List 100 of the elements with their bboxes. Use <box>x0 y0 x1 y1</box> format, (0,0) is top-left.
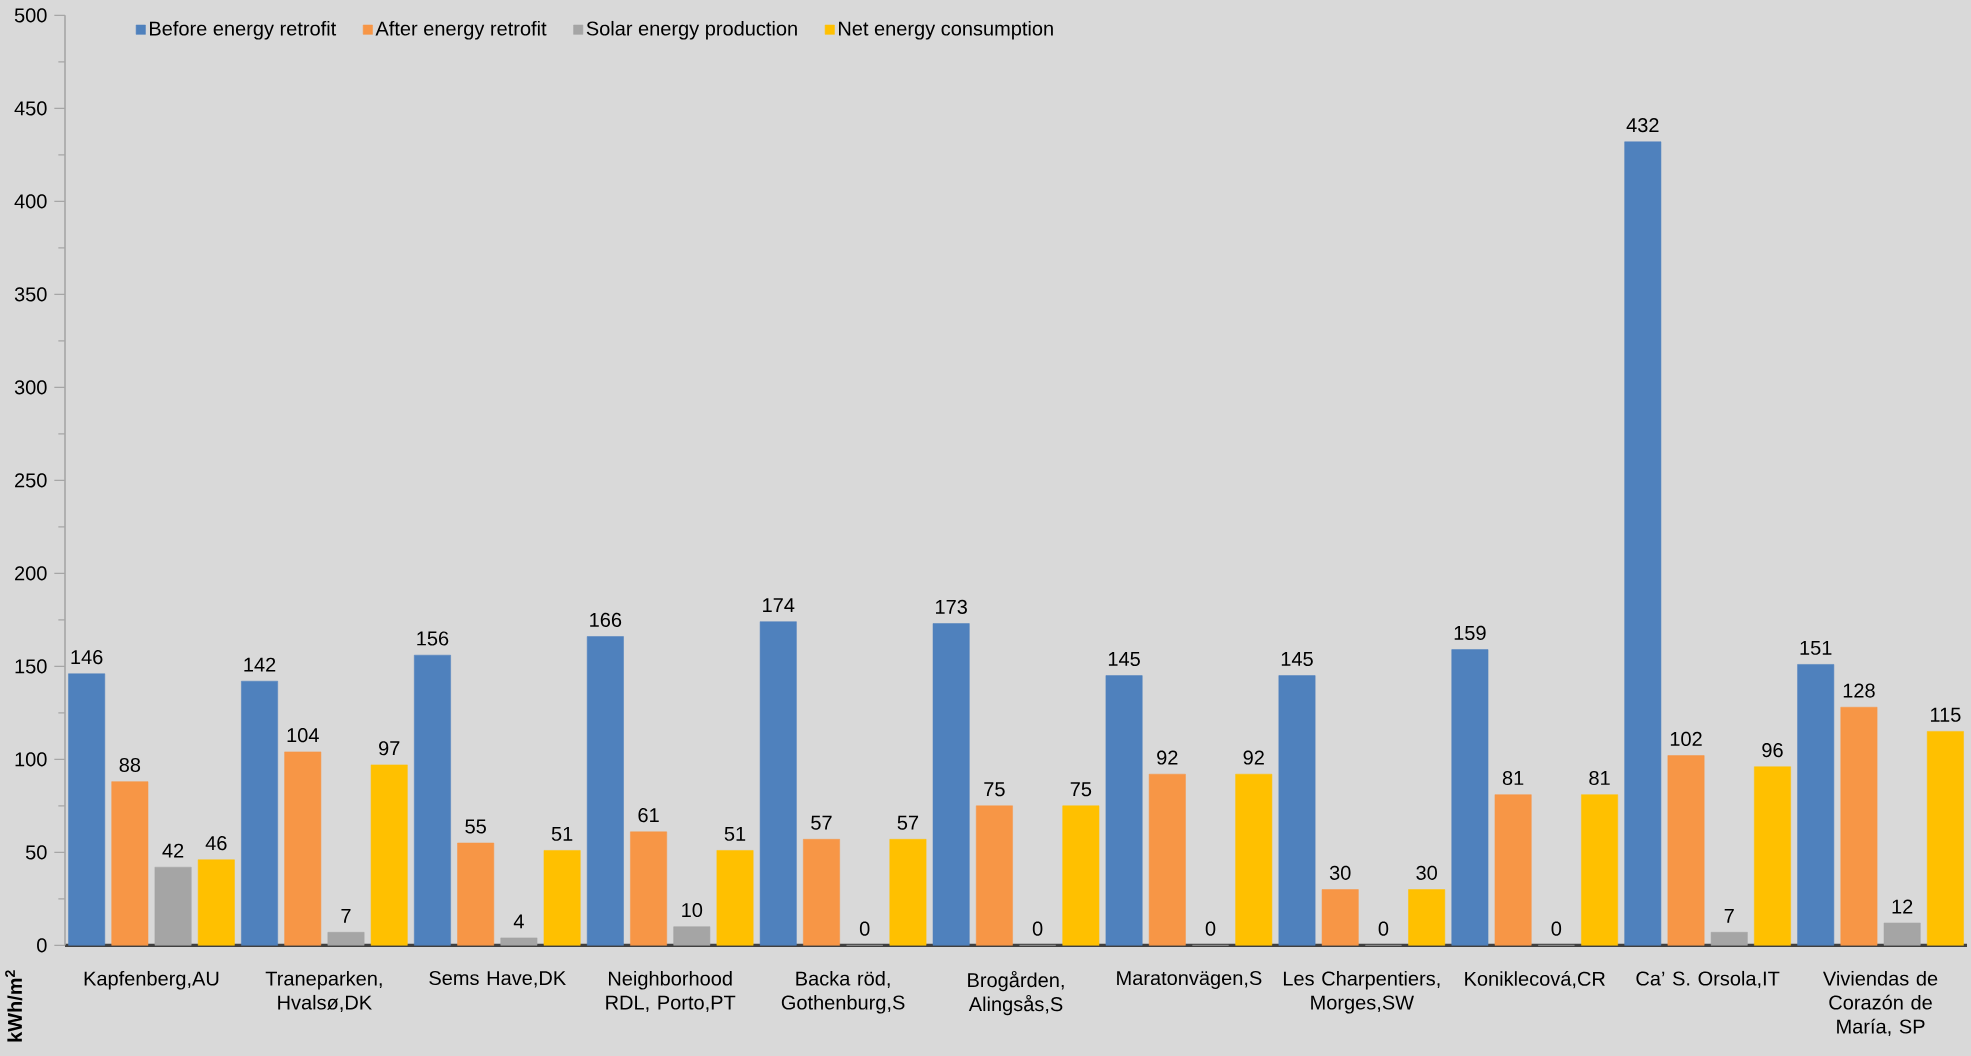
bar <box>1148 773 1186 946</box>
data-label: 42 <box>162 843 184 858</box>
y-tick-label: 250 <box>15 473 47 488</box>
data-label: 145 <box>1108 652 1140 667</box>
bar <box>284 751 322 946</box>
data-label: 81 <box>1502 770 1524 786</box>
bar <box>68 673 106 946</box>
bar <box>1408 889 1446 946</box>
y-tick-label: 300 <box>14 380 47 395</box>
data-label: 146 <box>71 650 103 665</box>
y-tick-label: 50 <box>25 845 47 860</box>
bar <box>932 623 970 946</box>
bar <box>500 937 538 946</box>
bar <box>1840 706 1878 946</box>
data-label: 46 <box>205 836 227 851</box>
data-label: 88 <box>119 757 141 773</box>
y-tick-label: 350 <box>14 287 47 302</box>
bar <box>111 781 149 946</box>
bar <box>241 680 278 946</box>
bar <box>327 932 365 946</box>
data-label: 0 <box>1205 921 1216 936</box>
data-label: 145 <box>1281 652 1313 667</box>
data-label: 81 <box>1589 770 1610 786</box>
legend-label: Net energy consumption <box>839 20 1053 40</box>
data-label: 173 <box>936 599 967 614</box>
data-label: 57 <box>811 815 832 830</box>
bar <box>543 850 581 946</box>
x-tick-label: Kapfenberg,AU <box>84 970 219 990</box>
bar <box>586 636 624 946</box>
data-label: 96 <box>1762 743 1783 758</box>
data-label: 0 <box>1378 921 1389 936</box>
legend-label: After energy retrofit <box>375 20 547 40</box>
data-label: 0 <box>1551 921 1562 936</box>
x-tick-label: Sems Have,DK <box>429 970 566 988</box>
bar <box>197 859 235 946</box>
x-tick-label: Koniklecová,CR <box>1465 970 1605 989</box>
data-label: 61 <box>638 808 659 823</box>
bar <box>1105 675 1143 946</box>
y-tick-label: 450 <box>14 101 47 116</box>
bar <box>1235 773 1273 946</box>
bar <box>154 866 192 946</box>
bar <box>1581 794 1618 946</box>
bar <box>759 621 797 946</box>
y-tick-label: 100 <box>15 752 47 767</box>
x-tick-label: Neighborhood RDL, Porto,PT <box>606 970 736 1012</box>
data-label: 0 <box>859 921 870 936</box>
x-tick-label: Traneparken, Hvalsø,DK <box>265 970 382 1012</box>
bar <box>1321 889 1359 946</box>
data-label: 156 <box>417 631 449 646</box>
x-tick-label: Viviendas de Corazón de María, SP <box>1823 970 1938 1036</box>
data-label: 51 <box>724 826 746 841</box>
y-tick-label: 200 <box>15 566 47 581</box>
data-label: 115 <box>1930 707 1961 722</box>
legend-label: Before energy retrofit <box>150 20 337 40</box>
y-tick-label: 500 <box>14 8 47 23</box>
data-label: 174 <box>763 598 795 613</box>
data-label: 128 <box>1843 683 1875 698</box>
data-label: 12 <box>1892 899 1913 914</box>
data-label: 55 <box>465 819 486 834</box>
bar <box>673 926 711 946</box>
data-label: 151 <box>1800 640 1832 655</box>
data-label: 97 <box>379 741 400 756</box>
bar <box>889 839 927 946</box>
data-label: 102 <box>1670 731 1702 746</box>
bar <box>1926 731 1964 946</box>
bar <box>1451 649 1489 946</box>
bar <box>414 654 451 946</box>
data-label: 75 <box>984 782 1005 797</box>
bar <box>803 839 840 946</box>
data-label: 30 <box>1416 865 1437 880</box>
x-tick-label: Brogården, Alingsås,S <box>968 970 1064 1016</box>
x-tick-label: Maratonvägen,S <box>1117 970 1262 990</box>
data-label: 0 <box>1032 921 1043 936</box>
bar <box>975 805 1013 946</box>
y-axis-title: kWh/m$^{2}$ <box>5 970 23 1042</box>
bar <box>1797 664 1835 946</box>
legend-label: Solar energy production <box>586 20 797 40</box>
y-tick-label: 0 <box>37 938 47 953</box>
bar <box>1062 805 1100 946</box>
bar <box>1278 675 1316 946</box>
bar <box>1883 922 1921 946</box>
data-label: 30 <box>1329 865 1351 880</box>
data-label: 142 <box>244 657 276 672</box>
bar <box>1710 932 1748 946</box>
data-label: 10 <box>682 902 703 918</box>
bar <box>1754 766 1791 946</box>
y-tick-label: 400 <box>14 194 47 209</box>
bar <box>1494 794 1532 946</box>
data-label: 57 <box>897 815 919 830</box>
data-label: 159 <box>1454 625 1486 640</box>
data-label: 92 <box>1157 750 1178 765</box>
bar <box>370 764 408 946</box>
bar <box>1624 141 1662 946</box>
data-label: 166 <box>590 612 622 627</box>
data-label: 432 <box>1626 118 1659 133</box>
bar <box>716 850 754 946</box>
data-label: 92 <box>1243 750 1264 765</box>
data-label: 4 <box>513 914 524 929</box>
data-label: 75 <box>1070 782 1092 797</box>
x-tick-label: Ca’ S. Orsola,IT <box>1636 970 1780 988</box>
